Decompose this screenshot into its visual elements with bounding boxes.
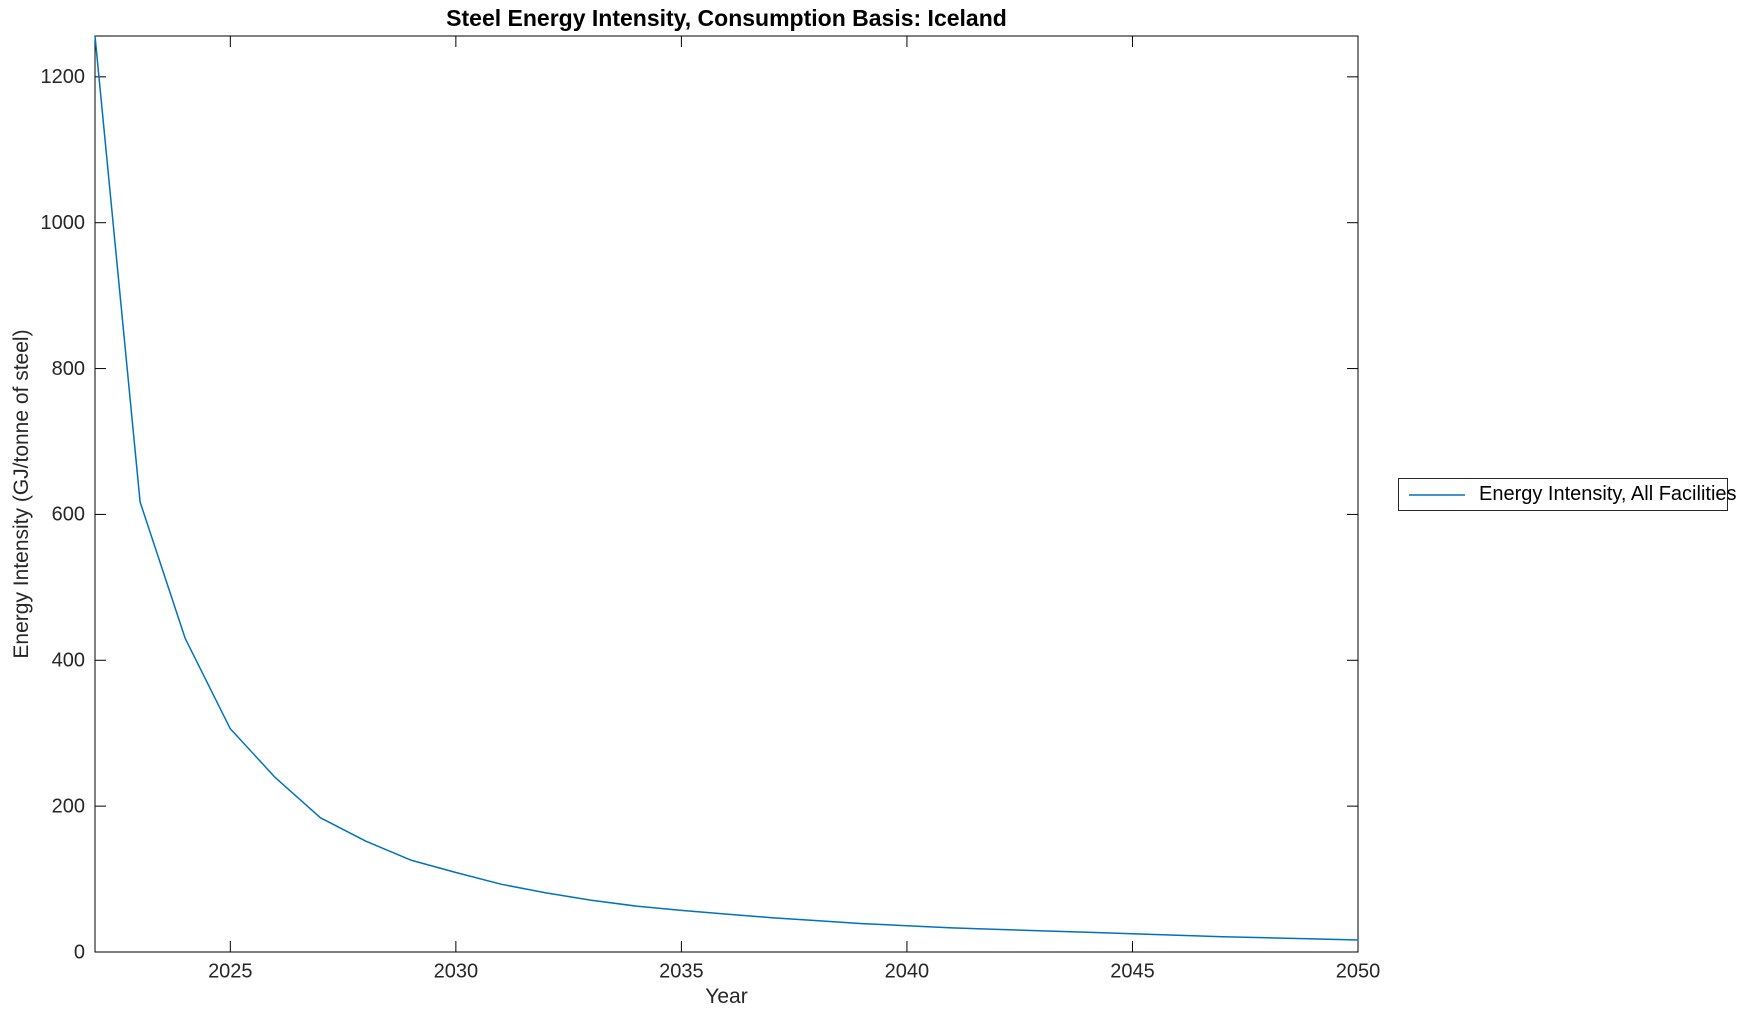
y-tick-label: 200	[52, 795, 85, 817]
y-tick-label: 0	[74, 941, 85, 963]
y-tick-label: 1200	[41, 66, 86, 88]
legend-line-sample	[1409, 493, 1465, 496]
x-tick-label: 2050	[1336, 961, 1381, 983]
chart-title: Steel Energy Intensity, Consumption Basi…	[446, 5, 1007, 31]
x-tick-label: 2035	[659, 961, 704, 983]
y-tick-label: 600	[52, 504, 85, 526]
x-tick-label: 2045	[1110, 961, 1155, 983]
legend-box: Energy Intensity, All Facilities	[1398, 478, 1737, 511]
plot-box	[94, 35, 1359, 953]
x-tick-label: 2025	[208, 961, 253, 983]
y-tick-label: 1000	[41, 212, 86, 234]
x-tick-label: 2030	[434, 961, 479, 983]
y-axis-label: Energy Intensity (GJ/tonne of steel)	[10, 329, 33, 659]
y-tick-label: 800	[52, 358, 85, 380]
energy-intensity-line	[94, 35, 1359, 941]
x-axis-label: Year	[705, 985, 748, 1008]
y-tick-label: 400	[52, 650, 85, 672]
x-tick-label: 2040	[885, 961, 930, 983]
legend-item-label: Energy Intensity, All Facilities	[1479, 483, 1737, 505]
